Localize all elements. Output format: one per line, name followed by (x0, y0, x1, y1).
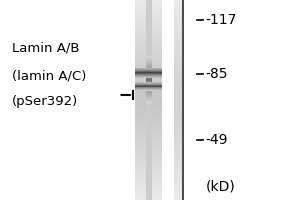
Text: -49: -49 (206, 133, 228, 147)
Text: -117: -117 (206, 13, 237, 27)
Text: -85: -85 (206, 67, 228, 81)
Text: (lamin A/C): (lamin A/C) (12, 70, 86, 82)
Text: (kD): (kD) (206, 179, 235, 193)
Text: Lamin A/B: Lamin A/B (12, 42, 80, 54)
Text: (pSer392): (pSer392) (12, 96, 78, 108)
